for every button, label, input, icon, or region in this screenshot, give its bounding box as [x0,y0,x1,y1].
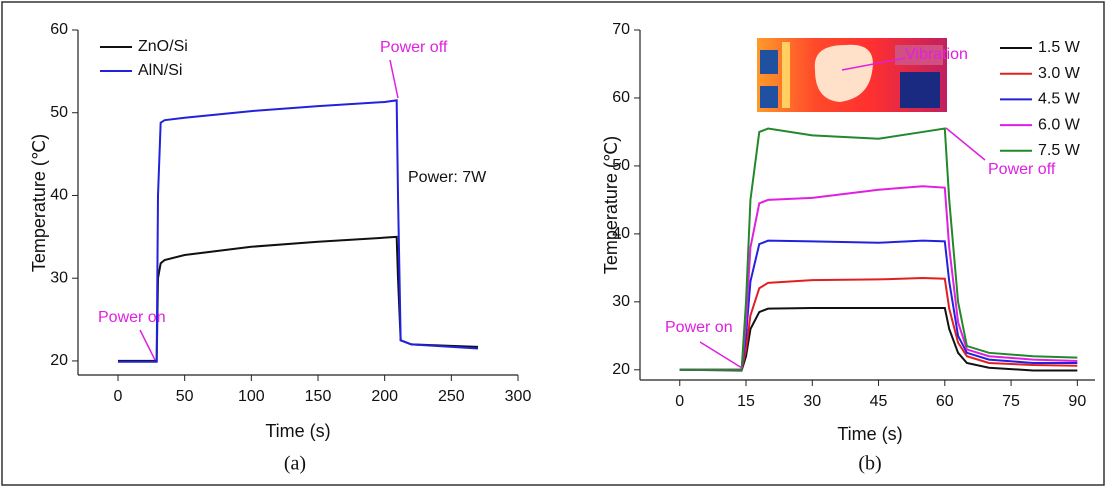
line [679,185,1078,371]
caption: (a) [284,453,306,475]
annotation: Vibration [905,46,968,63]
x-tick-label: 60 [936,393,954,410]
y-tick-label: 20 [612,361,630,378]
x-tick-label: 90 [1068,393,1086,410]
line [118,235,479,362]
x-tick-label: 45 [870,393,888,410]
legend-label: 3.0 W [1038,65,1081,82]
annotation-arrow [841,57,906,71]
line [679,306,1078,372]
legend-label: ZnO/Si [138,38,188,55]
x-tick-label: 200 [371,388,398,405]
line [118,99,479,363]
annotation-arrow [699,341,743,369]
annotation-arrow [139,329,156,361]
line [679,277,1078,371]
y-tick-label: 50 [612,157,630,174]
y-axis-label: Temperature (℃) [601,136,621,274]
thermal-inset [757,38,947,112]
annotation: Power off [988,161,1056,178]
y-tick-label: 60 [612,89,630,106]
x-tick-label: 15 [737,393,755,410]
annotation: Power off [380,39,448,56]
legend-label: 1.5 W [1038,39,1081,56]
y-tick-label: 70 [612,21,630,38]
y-tick-label: 30 [50,269,68,286]
x-tick-label: 0 [675,393,684,410]
x-tick-label: 150 [305,388,332,405]
line [679,127,1078,371]
x-tick-label: 75 [1002,393,1020,410]
x-tick-label: 100 [238,388,265,405]
annotation: Power on [665,319,733,336]
y-tick-label: 30 [612,293,630,310]
annotation-arrow [945,127,986,161]
y-axis-label: Temperature (℃) [29,134,49,272]
x-tick-label: 50 [176,388,194,405]
y-tick-label: 60 [50,21,68,38]
y-tick-label: 40 [50,187,68,204]
annotation: Power: 7W [408,169,487,186]
x-tick-label: 300 [505,388,532,405]
legend-label: 4.5 W [1038,91,1081,108]
x-tick-label: 250 [438,388,465,405]
y-tick-label: 20 [50,352,68,369]
x-axis-label: Time (s) [265,421,330,441]
line [679,239,1078,371]
annotation-arrow [389,59,399,99]
caption: (b) [858,453,881,475]
y-tick-label: 50 [50,104,68,121]
y-tick-label: 40 [612,225,630,242]
annotation: Power on [98,309,166,326]
legend-label: AlN/Si [138,62,182,79]
x-tick-label: 0 [114,388,123,405]
x-axis-label: Time (s) [837,424,902,444]
legend-label: 7.5 W [1038,142,1081,159]
legend-label: 6.0 W [1038,116,1081,133]
x-tick-label: 30 [803,393,821,410]
